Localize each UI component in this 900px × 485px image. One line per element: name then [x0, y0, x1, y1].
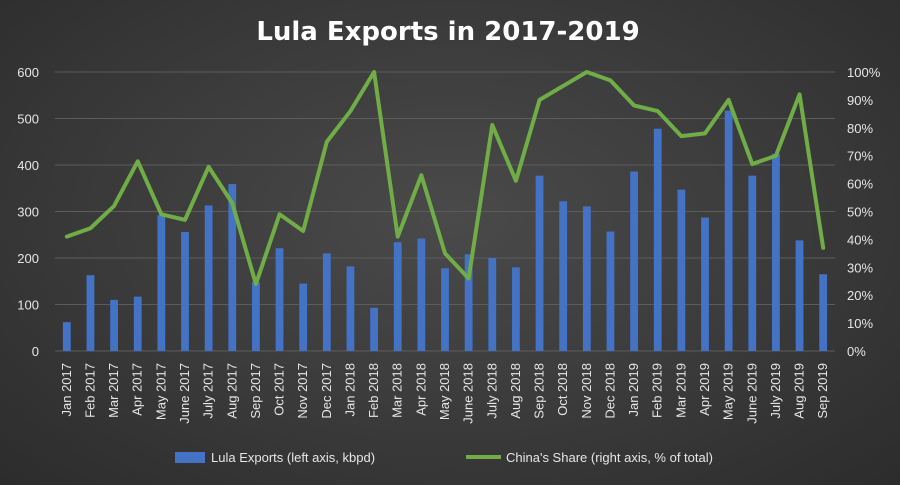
bar: [795, 240, 804, 351]
y-left-tick-label: 200: [17, 251, 39, 266]
x-tick-label: July 2017: [201, 363, 216, 419]
y-right-tick-label: 0%: [847, 344, 866, 359]
bar: [677, 189, 686, 351]
legend-bar-swatch: [175, 452, 205, 463]
x-tick-label: Jan 2019: [626, 363, 641, 417]
legend-bar-label: Lula Exports (left axis, kbpd): [211, 450, 375, 465]
x-tick-label: June 2017: [177, 363, 192, 424]
legend: Lula Exports (left axis, kbpd) China's S…: [175, 450, 713, 465]
legend-line-label: China's Share (right axis, % of total): [506, 450, 713, 465]
x-tick-label: Jan 2017: [59, 363, 74, 417]
series-line-china-share: [64, 70, 826, 287]
chart-title: Lula Exports in 2017-2019: [256, 17, 639, 47]
x-tick-label: July 2019: [768, 363, 783, 419]
bar: [204, 205, 213, 351]
bar: [488, 258, 497, 351]
x-tick-label: Feb 2017: [82, 363, 97, 418]
y-left-tick-label: 300: [17, 205, 39, 220]
bar: [582, 206, 591, 351]
right-axis: 0% 10% 20% 30% 40% 50% 60% 70% 80% 90% 100%: [847, 65, 881, 359]
y-left-tick-label: 0: [32, 344, 39, 359]
bar: [275, 248, 284, 351]
x-tick-label: May 2018: [437, 363, 452, 420]
x-tick-label: Mar 2019: [673, 363, 688, 418]
x-tick-label: Aug 2018: [508, 363, 523, 419]
bar: [630, 171, 638, 351]
bar: [819, 274, 828, 351]
y-right-tick-label: 10%: [847, 316, 873, 331]
x-tick-label: Dec 2018: [602, 363, 617, 419]
bar: [417, 238, 426, 351]
bar: [535, 175, 544, 351]
x-tick-label: Oct 2017: [272, 363, 287, 416]
y-right-tick-label: 70%: [847, 149, 873, 164]
y-right-tick-label: 90%: [847, 93, 873, 108]
bar: [157, 215, 166, 351]
bar: [606, 231, 615, 351]
y-left-tick-label: 500: [17, 112, 39, 127]
y-left-tick-label: 100: [17, 298, 39, 313]
x-tick-label: Apr 2019: [697, 363, 712, 416]
bar: [441, 268, 449, 351]
bar: [110, 299, 118, 351]
bar: [228, 184, 237, 351]
y-right-tick-label: 100%: [847, 65, 881, 80]
y-right-tick-label: 40%: [847, 232, 873, 247]
bar: [464, 254, 473, 351]
x-tick-label: June 2018: [461, 363, 476, 424]
bar: [252, 282, 260, 351]
x-tick-label: Nov 2018: [579, 363, 594, 419]
x-tick-label: Aug 2019: [792, 363, 807, 419]
line-layer: [64, 70, 826, 287]
y-left-tick-label: 400: [17, 158, 39, 173]
y-right-tick-label: 20%: [847, 288, 873, 303]
bar: [370, 307, 378, 351]
bar: [701, 217, 709, 351]
y-right-tick-label: 60%: [847, 177, 873, 192]
bars-layer: [62, 110, 828, 351]
x-tick-label: Aug 2017: [224, 363, 239, 419]
bar: [724, 110, 733, 351]
bar: [62, 322, 71, 351]
bar: [512, 267, 520, 351]
bar: [322, 253, 331, 351]
x-tick-label: Apr 2018: [413, 363, 428, 416]
bar: [346, 266, 355, 351]
x-tick-label: Nov 2017: [295, 363, 310, 419]
x-tick-label: Mar 2017: [106, 363, 121, 418]
bar: [772, 153, 780, 351]
x-tick-label: Sep 2019: [815, 363, 830, 419]
bar: [559, 201, 568, 351]
bar: [299, 283, 308, 351]
bar: [133, 296, 142, 351]
y-right-tick-label: 30%: [847, 260, 873, 275]
bar: [393, 242, 402, 351]
y-left-tick-label: 600: [17, 65, 39, 80]
x-tick-label: Sep 2018: [532, 363, 547, 419]
x-tick-label: May 2019: [721, 363, 736, 420]
x-tick-label: Jan 2018: [342, 363, 357, 417]
x-tick-label: Sep 2017: [248, 363, 263, 419]
x-axis: Jan 2017 Feb 2017 Mar 2017 Apr 2017 May 2017…: [59, 363, 830, 424]
x-tick-label: Apr 2017: [130, 363, 145, 416]
x-tick-label: May 2017: [153, 363, 168, 420]
bar: [653, 128, 662, 351]
x-tick-label: Mar 2018: [390, 363, 405, 418]
y-right-tick-label: 80%: [847, 121, 873, 136]
x-tick-label: July 2018: [484, 363, 499, 419]
x-tick-label: June 2019: [744, 363, 759, 424]
x-tick-label: Oct 2018: [555, 363, 570, 416]
x-tick-label: Feb 2019: [650, 363, 665, 418]
bar: [748, 175, 757, 351]
left-axis: 0 100 200 300 400 500 600: [17, 65, 39, 359]
bar: [86, 275, 95, 351]
y-right-tick-label: 50%: [847, 205, 873, 220]
x-tick-label: Feb 2018: [366, 363, 381, 418]
bar: [181, 231, 189, 351]
x-tick-label: Dec 2017: [319, 363, 334, 419]
